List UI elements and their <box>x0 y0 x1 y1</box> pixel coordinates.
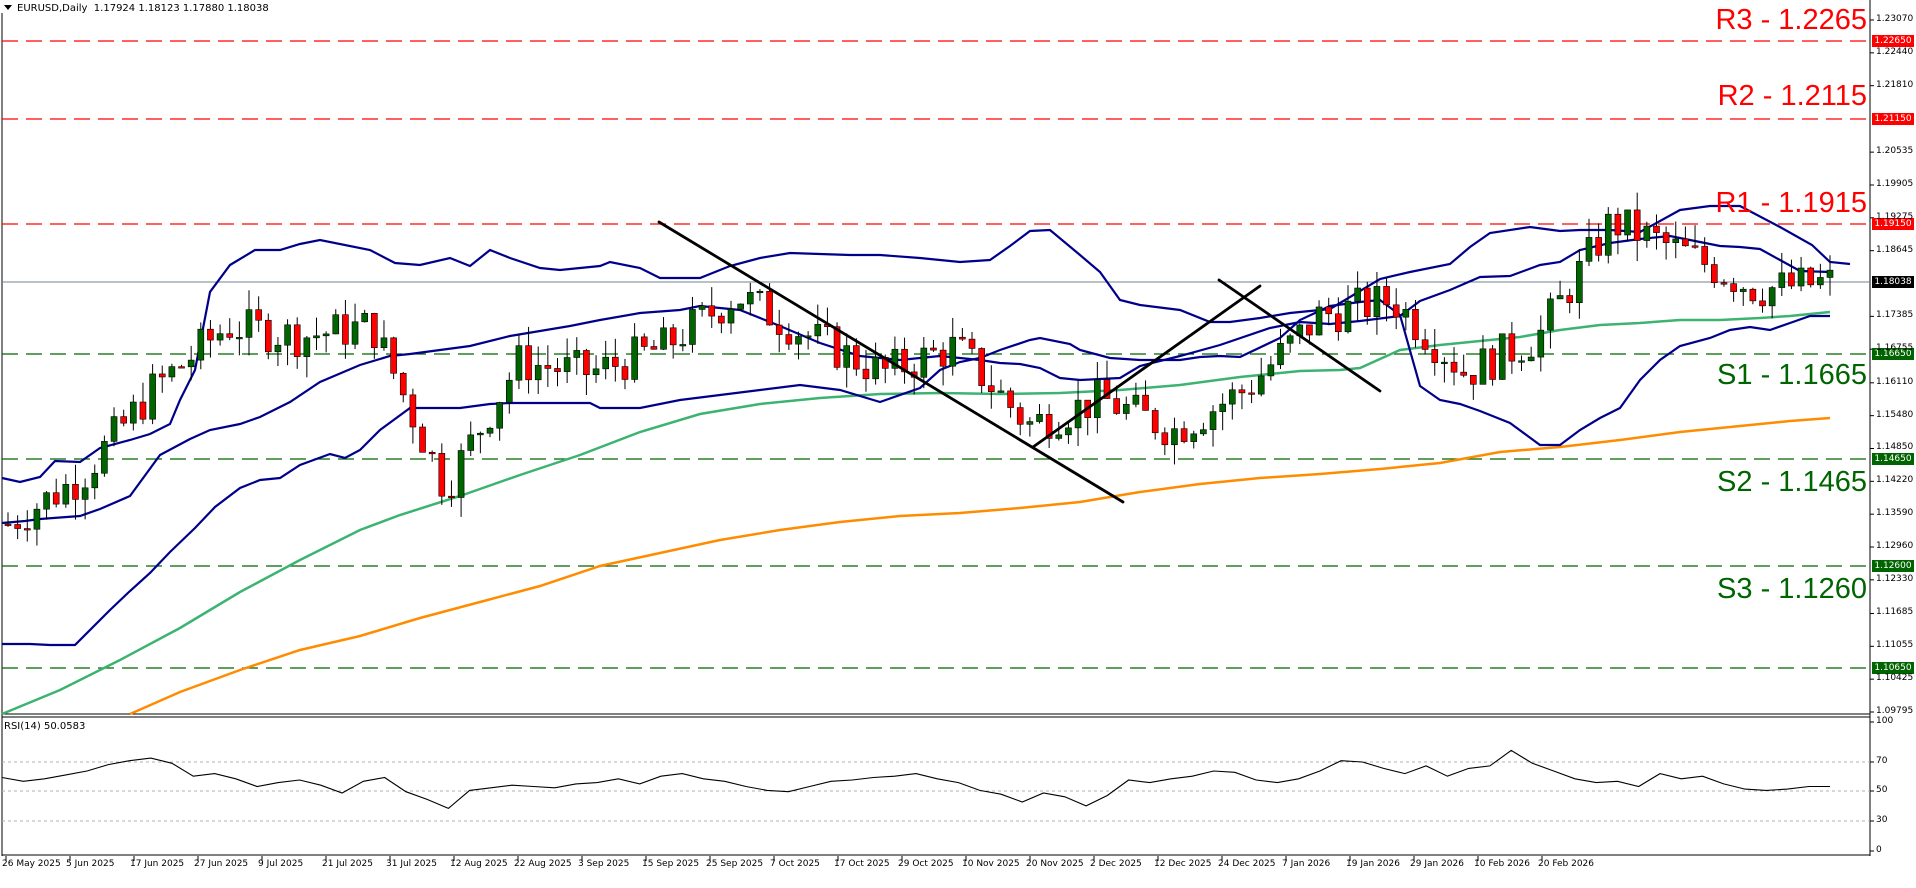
s1-label: S1 - 1.1665 <box>1717 359 1867 391</box>
chart-frames <box>1 0 1871 856</box>
rsi-tick-50: 50 <box>1876 785 1888 795</box>
candlesticks <box>4 192 1834 546</box>
bollinger-upper-band <box>1 204 1851 484</box>
price-tick-label: 1.22440 <box>1876 46 1914 57</box>
date-tick-label: 17 Oct 2025 <box>834 859 890 869</box>
date-tick-label: 26 May 2025 <box>2 859 61 869</box>
s3-price-tag: 1.12600 <box>1872 560 1914 572</box>
price-tick-label: 1.11055 <box>1876 640 1914 651</box>
date-axis[interactable] <box>5 856 1543 861</box>
ma-orange-line <box>129 416 1831 716</box>
trendlines <box>657 220 1382 504</box>
price-tick-label: 1.17385 <box>1876 310 1914 321</box>
date-tick-label: 29 Oct 2025 <box>898 859 954 869</box>
price-tick-label: 1.21810 <box>1876 79 1914 90</box>
date-tick-label: 12 Aug 2025 <box>450 859 508 869</box>
rsi-line <box>1 749 1830 810</box>
current-price-tag: 1.18038 <box>1872 276 1914 288</box>
price-tick-label: 1.10425 <box>1876 673 1914 684</box>
price-tick-label: 1.18645 <box>1876 244 1914 255</box>
support-levels <box>2 353 1870 669</box>
collapse-triangle-icon[interactable] <box>4 5 12 10</box>
date-tick-label: 5 Jun 2025 <box>66 859 115 869</box>
date-tick-label: 27 Jun 2025 <box>194 859 249 869</box>
date-tick-label: 25 Sep 2025 <box>706 859 764 869</box>
date-tick-label: 15 Sep 2025 <box>642 859 700 869</box>
trendline-down-2[interactable] <box>1217 278 1382 393</box>
date-tick-label: 7 Jan 2026 <box>1282 859 1331 869</box>
trendline-down-1[interactable] <box>657 220 1125 504</box>
s2-label: S2 - 1.1465 <box>1717 466 1867 498</box>
ma-green-line <box>1 310 1831 716</box>
r2-price-tag: 1.21150 <box>1872 113 1914 125</box>
price-tick-label: 1.16110 <box>1876 376 1914 387</box>
price-tick-label: 1.19275 <box>1876 211 1914 222</box>
chart-title[interactable]: EURUSD,Daily 1.17924 1.18123 1.17880 1.1… <box>4 3 269 14</box>
date-tick-label: 7 Oct 2025 <box>770 859 820 869</box>
date-tick-label: 31 Jul 2025 <box>386 859 437 869</box>
date-tick-label: 24 Dec 2025 <box>1218 859 1276 869</box>
date-tick-label: 20 Feb 2026 <box>1538 859 1595 869</box>
r2-label: R2 - 1.2115 <box>1717 80 1867 112</box>
date-tick-label: 2 Dec 2025 <box>1090 859 1142 869</box>
r3-price-tag: 1.22650 <box>1872 35 1914 47</box>
s2-price-tag: 1.14650 <box>1872 453 1914 465</box>
s1-price-tag: 1.16650 <box>1872 348 1914 360</box>
s3-label: S3 - 1.1260 <box>1717 573 1867 605</box>
date-tick-label: 3 Sep 2025 <box>578 859 630 869</box>
price-tick-label: 1.09795 <box>1876 706 1914 716</box>
price-tick-label: 1.14850 <box>1876 442 1914 453</box>
ohlc-values: 1.17924 1.18123 1.17880 1.18038 <box>93 3 269 14</box>
rsi-title: RSI(14) 50.0583 <box>4 721 86 732</box>
resistance-levels <box>2 40 1870 225</box>
date-tick-label: 10 Nov 2025 <box>962 859 1020 869</box>
symbol-timeframe: EURUSD,Daily <box>17 3 88 14</box>
price-tick-label: 1.12330 <box>1876 573 1914 584</box>
date-tick-label: 17 Jun 2025 <box>130 859 185 869</box>
price-tick-label: 1.12960 <box>1876 541 1914 551</box>
date-tick-label: 29 Jan 2026 <box>1410 859 1464 869</box>
rsi-levels <box>2 761 1870 822</box>
rsi-axis <box>1870 721 1874 852</box>
price-tick-label: 1.16755 <box>1876 343 1914 354</box>
date-tick-label: 12 Dec 2025 <box>1154 859 1212 869</box>
rsi-tick-0: 0 <box>1876 845 1882 855</box>
rsi-tick-30: 30 <box>1876 815 1888 825</box>
price-tick-label: 1.11685 <box>1876 607 1914 618</box>
price-tick-label: 1.14220 <box>1876 475 1914 486</box>
date-tick-label: 21 Jul 2025 <box>322 859 373 869</box>
rsi-tick-70: 70 <box>1876 756 1888 766</box>
price-tick-label: 1.20535 <box>1876 146 1914 157</box>
r1-price-tag: 1.19150 <box>1872 218 1914 230</box>
date-tick-label: 20 Nov 2025 <box>1026 859 1084 869</box>
date-tick-label: 9 Jul 2025 <box>258 859 304 869</box>
date-tick-label: 22 Aug 2025 <box>514 859 572 869</box>
r1-label: R1 - 1.1915 <box>1715 187 1867 219</box>
bollinger-lower-band <box>2 298 1830 647</box>
price-tick-label: 1.23070 <box>1876 14 1914 24</box>
extra-price-tag: 1.10650 <box>1872 662 1914 674</box>
bollinger-middle-band <box>1 234 1831 525</box>
price-tick-label: 1.15480 <box>1876 409 1914 420</box>
trendline-up[interactable] <box>1031 284 1262 449</box>
price-tick-label: 1.13590 <box>1876 508 1914 519</box>
rsi-tick-100: 100 <box>1876 716 1894 726</box>
date-tick-label: 19 Jan 2026 <box>1346 859 1400 869</box>
date-tick-label: 10 Feb 2026 <box>1474 859 1531 869</box>
r3-label: R3 - 1.2265 <box>1715 4 1867 36</box>
price-tick-label: 1.19905 <box>1876 178 1914 189</box>
